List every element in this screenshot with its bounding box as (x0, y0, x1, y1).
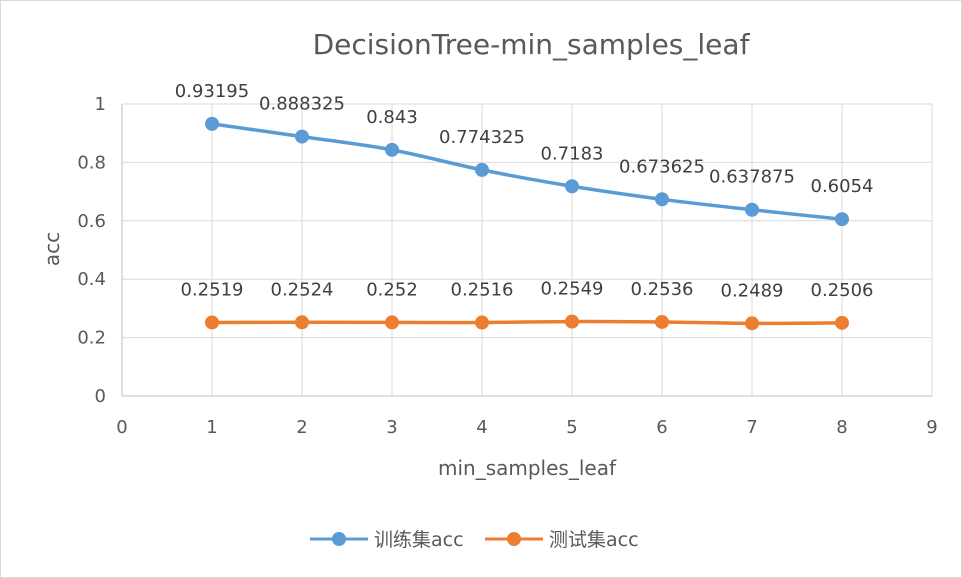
y-tick-label: 0.8 (77, 152, 106, 173)
gridlines (122, 103, 933, 396)
data-point (565, 179, 579, 194)
y-tick-labels: 0 0.2 0.4 0.6 0.8 1 (77, 94, 106, 407)
legend: 训练集acc 测试集acc (310, 529, 639, 551)
legend-item-train: 训练集acc (310, 529, 464, 551)
data-point (655, 192, 669, 207)
x-tick-label: 6 (656, 417, 667, 438)
series-line-0 (210, 122, 844, 221)
data-point (205, 315, 219, 330)
data-point (385, 142, 399, 157)
y-tick-label: 0 (95, 386, 106, 407)
data-label: 0.888325 (259, 94, 345, 115)
data-label: 0.2549 (541, 279, 604, 300)
data-point (475, 315, 489, 330)
x-tick-label: 9 (926, 417, 937, 438)
data-label: 0.673625 (619, 156, 705, 177)
legend-marker-train (332, 532, 346, 546)
data-label: 0.843 (366, 107, 418, 128)
legend-label-test: 测试集acc (549, 529, 639, 551)
data-point (295, 129, 309, 144)
data-label: 0.252 (366, 279, 418, 300)
data-label: 0.2489 (721, 280, 784, 301)
data-label: 0.2519 (181, 279, 244, 300)
x-axis-label: min_samples_leaf (438, 456, 617, 480)
y-axis-label: acc (40, 232, 64, 266)
data-label: 0.2506 (811, 280, 874, 301)
data-point (835, 212, 849, 227)
y-tick-label: 0.2 (77, 328, 106, 349)
data-point (655, 314, 669, 329)
x-tick-labels: 0 1 2 3 4 5 6 7 8 9 (116, 417, 937, 438)
data-labels: 0.93195 0.888325 0.843 0.774325 0.7183 0.6736… (175, 81, 874, 301)
data-point (205, 116, 219, 131)
data-point (475, 162, 489, 177)
legend-label-train: 训练集acc (374, 529, 464, 551)
data-label: 0.637875 (709, 167, 795, 188)
chart-title: DecisionTree-min_samples_leaf (313, 28, 751, 61)
y-tick-label: 0.6 (77, 211, 106, 232)
x-tick-label: 2 (296, 417, 307, 438)
x-tick-label: 1 (206, 417, 217, 438)
data-label: 0.6054 (811, 176, 874, 197)
x-tick-label: 0 (116, 417, 127, 438)
y-tick-label: 0.4 (77, 269, 106, 290)
data-point (385, 315, 399, 330)
data-point (745, 202, 759, 217)
x-tick-label: 4 (476, 417, 487, 438)
x-tick-label: 3 (386, 417, 397, 438)
series-layer (205, 116, 849, 331)
series-line-1 (210, 319, 844, 326)
x-tick-label: 7 (746, 417, 757, 438)
axes (121, 104, 932, 397)
data-label: 0.2524 (271, 279, 334, 300)
data-point (565, 314, 579, 329)
x-tick-label: 5 (566, 417, 577, 438)
legend-item-test: 测试集acc (485, 529, 639, 551)
data-label: 0.7183 (541, 143, 604, 164)
x-tick-label: 8 (836, 417, 847, 438)
data-point (835, 315, 849, 330)
data-label: 0.2536 (631, 279, 694, 300)
data-label: 0.2516 (451, 280, 514, 301)
legend-marker-test (507, 532, 521, 546)
data-point (745, 316, 759, 331)
y-tick-label: 1 (95, 94, 106, 115)
data-point (295, 315, 309, 330)
data-label: 0.93195 (175, 81, 249, 102)
data-label: 0.774325 (439, 127, 525, 148)
